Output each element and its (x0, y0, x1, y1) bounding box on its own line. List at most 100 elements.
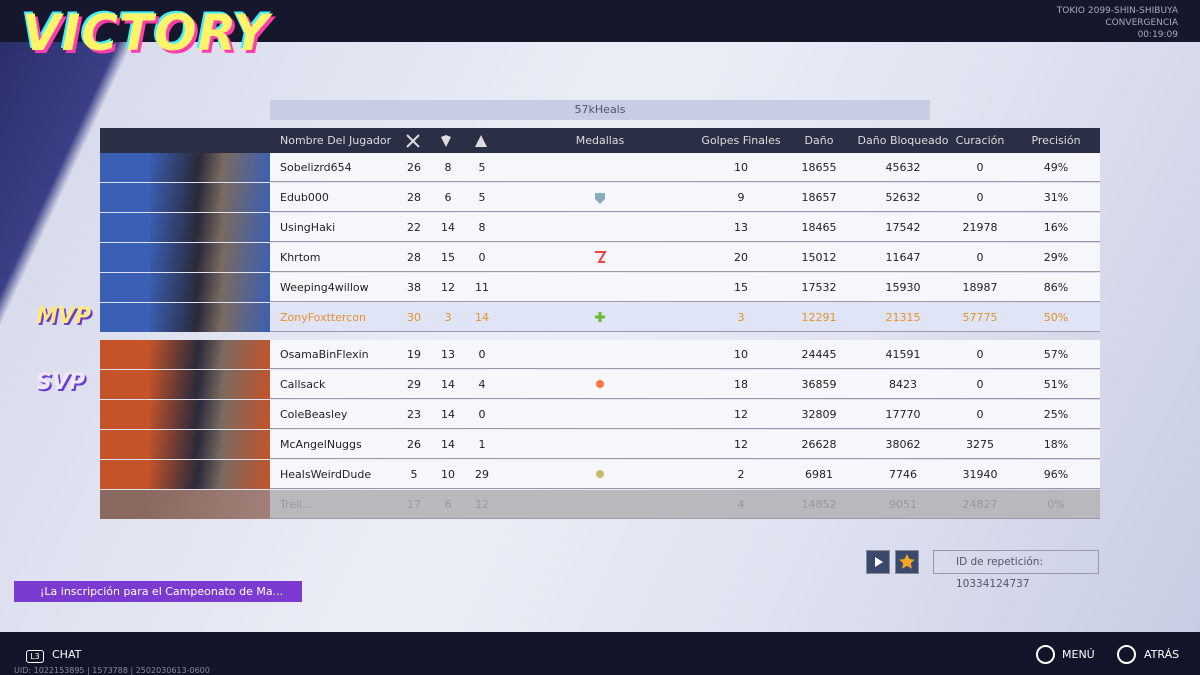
stat-cell: 57% (1043, 348, 1069, 361)
award-label: MVP (36, 304, 92, 329)
stat-cell: 14 (475, 311, 489, 324)
portrait (150, 183, 270, 212)
stat-cell: 10 (441, 468, 455, 481)
play-button[interactable] (866, 550, 890, 574)
stat-cell: 5 (478, 191, 486, 204)
player-row: Khrtom 28 15 0 20 15012 11647 0 29% (100, 243, 1100, 272)
stat-cell: 5 (478, 161, 486, 174)
stat-cell: 18% (1043, 438, 1069, 451)
player-name: OsamaBinFlexin (280, 348, 369, 361)
stat-cell: 14852 (801, 498, 837, 511)
player-name: McAngelNuggs (280, 438, 362, 451)
award-label: SVP (36, 370, 85, 395)
replay-id[interactable]: ID de repetición: 10334124737 (933, 550, 1099, 590)
back-button[interactable]: ATRÁS (1144, 648, 1180, 661)
stat-cell: 5 (410, 468, 418, 481)
column-header: Daño Bloqueado (857, 134, 949, 147)
stat-cell: 20 (734, 251, 748, 264)
victory-title: VICTORY (22, 4, 270, 62)
stat-cell: 57775 (962, 311, 998, 324)
stat-cell: 17770 (885, 408, 921, 421)
stat-cell: 30 (407, 311, 421, 324)
stat-cell: 24445 (801, 348, 837, 361)
stat-cell: 21315 (885, 311, 921, 324)
mode: CONVERGENCIA (1105, 18, 1178, 28)
stat-cell: 29 (407, 378, 421, 391)
promo-banner[interactable]: ¡La inscripción para el Campeonato de Ma… (14, 581, 302, 602)
stat-cell: 15012 (801, 251, 837, 264)
stat-cell: 10 (734, 348, 748, 361)
stat-cell: 12291 (801, 311, 837, 324)
stat-cell: 36859 (801, 378, 837, 391)
stat-cell: 22 (407, 221, 421, 234)
stat-cell: 52632 (885, 191, 921, 204)
stat-cell: 6 (444, 191, 452, 204)
header-row (100, 128, 1100, 153)
stat-cell: 6981 (805, 468, 833, 481)
player-name: Weeping4willow (280, 281, 369, 294)
portrait (150, 153, 270, 182)
stat-cell: 29 (475, 468, 489, 481)
favorite-button[interactable] (895, 550, 919, 574)
stat-cell: 32809 (801, 408, 837, 421)
stat-cell: 0 (976, 251, 984, 264)
stat-cell: 19 (407, 348, 421, 361)
role-tile (100, 243, 150, 272)
stat-cell: 0% (1047, 498, 1065, 511)
chat-button[interactable]: CHAT (52, 648, 82, 661)
portrait (150, 490, 270, 519)
player-name: Trell... (280, 498, 313, 511)
player-row: ColeBeasley 23 14 0 12 32809 17770 0 25% (100, 400, 1100, 429)
role-tile (100, 153, 150, 182)
stat-cell: 0 (976, 408, 984, 421)
stat-cell: 25% (1043, 408, 1069, 421)
role-tile (100, 460, 150, 489)
player-name: ZonyFoxttercon (280, 311, 367, 324)
player-name: HealsWeirdDude (280, 468, 372, 481)
player-name: Edub000 (280, 191, 329, 204)
column-header: Precisión (1031, 134, 1081, 147)
stat-cell: 11 (475, 281, 489, 294)
player-name: UsingHaki (280, 221, 336, 234)
stat-cell: 11647 (885, 251, 921, 264)
stat-cell: 0 (478, 408, 486, 421)
stat-cell: 21978 (962, 221, 998, 234)
stat-cell: 13 (441, 348, 455, 361)
stat-cell: 17542 (885, 221, 921, 234)
role-tile (100, 183, 150, 212)
menu-button[interactable]: MENÚ (1062, 648, 1095, 661)
portrait (150, 213, 270, 242)
stat-cell: 49% (1043, 161, 1069, 174)
stat-cell: 38 (407, 281, 421, 294)
portrait (150, 430, 270, 459)
role-tile (100, 370, 150, 399)
stat-cell: 14 (441, 378, 455, 391)
stat-cell: 0 (976, 378, 984, 391)
stat-cell: 12 (734, 408, 748, 421)
stat-cell: 10 (734, 161, 748, 174)
stat-cell: 6 (444, 498, 452, 511)
stat-cell: 0 (478, 348, 486, 361)
cross-icon (1036, 645, 1055, 664)
stat-cell: 3275 (966, 438, 994, 451)
portrait (150, 273, 270, 302)
match-info: TOKIO 2099-SHIN-SHIBUYA CONVERGENCIA 00:… (1057, 5, 1178, 41)
circle-icon (1117, 645, 1136, 664)
stat-cell: 4 (737, 498, 745, 511)
bottom-bar (0, 632, 1200, 675)
stat-cell: 2 (737, 468, 745, 481)
stat-cell: 15930 (885, 281, 921, 294)
role-tile (100, 303, 150, 332)
player-name: ColeBeasley (280, 408, 348, 421)
player-name: Callsack (280, 378, 326, 391)
stat-cell: 4 (478, 378, 486, 391)
stat-cell: 86% (1043, 281, 1069, 294)
player-row: OsamaBinFlexin 19 13 0 10 24445 41591 0 57% (100, 340, 1100, 369)
stat-cell: 13 (734, 221, 748, 234)
stat-cell: 24827 (962, 498, 998, 511)
stat-cell: 18987 (962, 281, 998, 294)
role-tile (100, 430, 150, 459)
role-tile (100, 340, 150, 369)
player-row: UsingHaki 22 14 8 13 18465 17542 21978 16% (100, 213, 1100, 242)
